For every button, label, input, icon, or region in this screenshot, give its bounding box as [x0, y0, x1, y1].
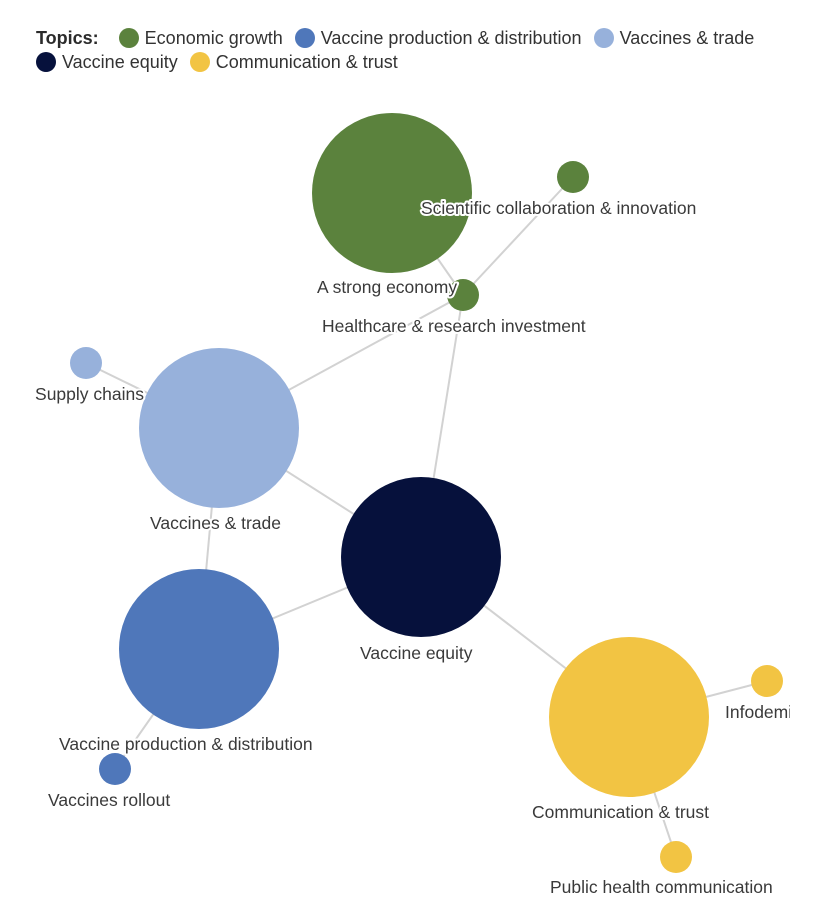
node-label-halo: Communication & trust — [532, 802, 709, 822]
node-label-halo: Vaccines rollout — [48, 790, 170, 810]
node-label-scientific-collab: Scientific collaboration & innovation — [421, 198, 696, 218]
legend-label: Vaccines & trade — [619, 28, 755, 48]
node-label-healthcare-research: Healthcare & research investment — [322, 316, 586, 336]
node-label-vaccines-rollout: Vaccines rollout — [48, 790, 170, 810]
legend-swatch — [294, 28, 315, 48]
node-label-public-health-comm: Public health communication — [550, 877, 773, 897]
node-vaccine-production[interactable] — [119, 569, 279, 729]
node-label-halo: Public health communication — [550, 877, 773, 897]
node-label-halo: A strong economy — [317, 277, 457, 297]
node-public-health-comm[interactable] — [660, 841, 692, 873]
legend-swatch — [118, 28, 139, 48]
legend-item-vaccine-production[interactable]: Vaccine production & distribution — [294, 28, 582, 48]
legend-title: Topics: — [36, 28, 99, 48]
legend: Topics: Economic growth Vaccine producti… — [36, 28, 806, 72]
node-label-halo: Supply chains — [35, 384, 144, 404]
nodes-layer — [70, 113, 783, 873]
legend-swatch — [189, 52, 210, 72]
node-label-halo: Scientific collaboration & innovation — [421, 198, 696, 218]
legend-item-vaccines-trade[interactable]: Vaccines & trade — [593, 28, 755, 48]
legend-label: Vaccine equity — [62, 52, 178, 72]
node-label-halo: Vaccines & trade — [150, 513, 281, 533]
node-label-strong-economy: A strong economy — [317, 277, 457, 297]
node-label-infodemic: Infodemic — [725, 702, 801, 722]
node-healthcare-research[interactable] — [447, 279, 479, 311]
legend-swatch — [593, 28, 614, 48]
node-scientific-collab[interactable] — [557, 161, 589, 193]
legend-item-economic-growth[interactable]: Economic growth — [118, 28, 283, 48]
legend-item-vaccine-equity[interactable]: Vaccine equity — [36, 52, 178, 72]
node-supply-chains[interactable] — [70, 347, 102, 379]
legend-label: Communication & trust — [215, 52, 398, 72]
node-label-halo: Infodemic — [725, 702, 801, 722]
node-label-vaccine-equity: Vaccine equity — [360, 643, 473, 663]
legend-item-communication-trust[interactable]: Communication & trust — [189, 52, 398, 72]
node-label-halo: Vaccine equity — [360, 643, 473, 663]
node-vaccine-equity[interactable] — [341, 477, 501, 637]
legend-swatch — [36, 52, 56, 72]
node-vaccines-rollout[interactable] — [99, 753, 131, 785]
node-strong-economy[interactable] — [312, 113, 472, 273]
node-infodemic[interactable] — [751, 665, 783, 697]
node-label-halo: Healthcare & research investment — [322, 316, 586, 336]
node-label-supply-chains: Supply chains — [35, 384, 144, 404]
legend-label: Vaccine production & distribution — [320, 28, 582, 48]
node-label-vaccines-trade: Vaccines & trade — [150, 513, 281, 533]
node-vaccines-trade[interactable] — [139, 348, 299, 508]
edge-scientific-collab-to-healthcare-research — [462, 176, 574, 296]
node-communication-trust[interactable] — [549, 637, 709, 797]
node-label-halo: Vaccine production & distribution — [59, 734, 313, 754]
node-label-communication-trust: Communication & trust — [532, 802, 709, 822]
legend-label: Economic growth — [144, 28, 283, 48]
node-label-vaccine-production: Vaccine production & distribution — [59, 734, 313, 754]
